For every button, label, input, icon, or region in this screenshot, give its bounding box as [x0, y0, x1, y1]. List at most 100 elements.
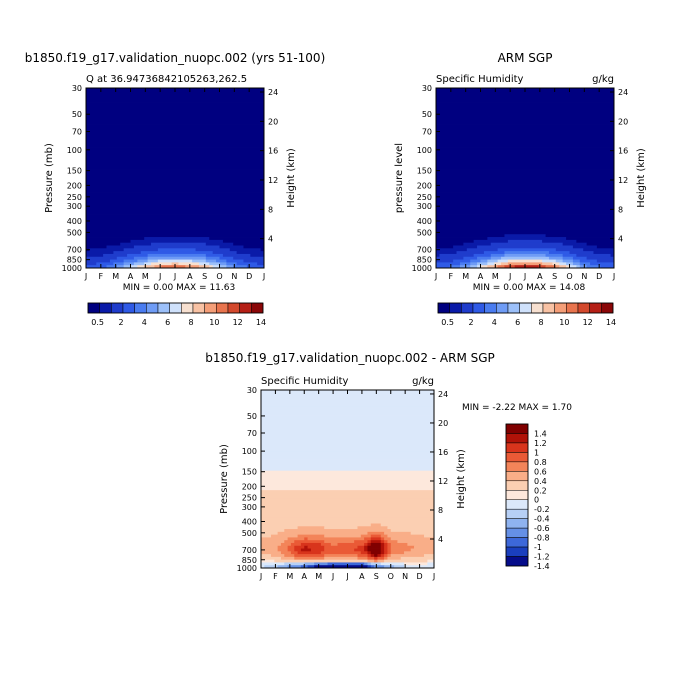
y-tick-label: 100: [67, 146, 82, 155]
contour-cell: [130, 239, 224, 244]
contour-cell: [209, 262, 220, 266]
y2-tick-label: 24: [618, 88, 628, 97]
y-axis-label: pressure level: [394, 143, 405, 213]
contour-cell: [566, 262, 574, 266]
y-tick-label: 200: [67, 181, 82, 190]
contour-cell: [307, 565, 315, 569]
contour-cell: [123, 265, 131, 269]
contour-cell: [246, 265, 265, 269]
contour-cell: [380, 537, 385, 541]
contour-cell: [436, 93, 615, 97]
contour-cell: [127, 253, 149, 258]
colorbar-label: -1.2: [534, 553, 550, 562]
contour-cell: [436, 141, 615, 145]
y-tick-label: 700: [242, 546, 257, 555]
contour-cell: [123, 248, 159, 252]
contour-cell: [596, 245, 615, 249]
min-max-text: MIN = 0.00 MAX = 11.63: [123, 283, 235, 293]
colorbar-swatch: [505, 537, 529, 548]
contour-cell: [178, 262, 200, 266]
contour-cell: [569, 265, 577, 269]
contour-cell: [116, 256, 135, 260]
contour-cell: [280, 556, 295, 561]
contour-cell: [572, 245, 598, 249]
contour-cell: [261, 462, 435, 466]
contour-cell: [290, 551, 298, 555]
contour-cell: [380, 540, 385, 544]
contour-cell: [261, 515, 435, 519]
colorbar-swatch: [505, 546, 529, 557]
colorbar-swatch: [505, 490, 529, 500]
contour-cell: [261, 451, 435, 455]
contour-cell: [86, 158, 265, 162]
contour-cell: [436, 194, 615, 199]
contour-cell: [367, 531, 385, 536]
contour-cell: [572, 256, 588, 260]
contour-cell: [86, 192, 265, 196]
contour-cell: [86, 133, 265, 137]
colorbar-swatch: [192, 302, 205, 314]
y-tick-label: 30: [72, 84, 82, 93]
colorbar-swatch: [216, 302, 229, 314]
colorbar-swatch: [496, 302, 509, 314]
contour-cell: [261, 412, 435, 416]
contour-cell: [387, 534, 425, 538]
contour-cell: [86, 141, 265, 145]
colorbar-label: 4: [142, 318, 147, 327]
contour-cell: [86, 200, 265, 204]
contour-cell: [370, 565, 375, 569]
contour-cell: [287, 545, 295, 549]
contour-cell: [487, 262, 495, 266]
contour-cell: [103, 253, 128, 258]
contour-cell: [144, 265, 155, 269]
min-max-text: MIN = -2.22 MAX = 1.70: [462, 403, 572, 413]
contour-cell: [327, 562, 365, 566]
contour-cell: [387, 545, 392, 549]
contour-cell: [586, 256, 615, 260]
contour-cell: [261, 526, 298, 530]
colorbar-frame-0: [87, 302, 264, 314]
contour-cell: [436, 217, 615, 221]
contour-cell: [367, 551, 372, 555]
contour-cell: [86, 144, 265, 148]
contour-cell: [370, 551, 382, 555]
contour-cell: [233, 242, 265, 246]
contour-cell: [144, 237, 210, 241]
contour-cell: [192, 259, 207, 263]
y-tick-label: 500: [67, 228, 82, 237]
contour-cell: [133, 245, 220, 249]
contour-cell: [501, 262, 509, 266]
contour-cell: [261, 395, 435, 399]
contour-cell: [219, 262, 227, 266]
colorbar-swatch: [227, 302, 240, 314]
contour-cell: [579, 262, 591, 266]
x-tick-label: O: [216, 272, 222, 281]
contour-cell: [390, 542, 408, 547]
y-tick-label: 300: [67, 202, 82, 211]
y-tick-label: 150: [242, 468, 257, 477]
x-tick-label: M: [142, 272, 149, 281]
y2-axis-label: Height (km): [456, 449, 467, 509]
contour-cell: [384, 540, 388, 544]
x-tick-label: F: [449, 272, 454, 281]
contour-cell: [364, 537, 372, 541]
x-tick-label: D: [246, 272, 252, 281]
contour-cell: [161, 265, 186, 269]
contour-cell: [290, 542, 302, 547]
colorbar-label: 8: [188, 318, 193, 327]
contour-cell: [436, 248, 468, 252]
contour-cell: [370, 523, 382, 527]
colorbar-label: -1.4: [534, 562, 550, 571]
contour-cell: [427, 559, 435, 563]
contour-cell: [436, 144, 615, 148]
contour-cell: [596, 259, 615, 263]
colorbar-swatch: [505, 433, 529, 444]
chart-title: b1850.f19_g17.validation_nuopc.002 (yrs …: [25, 51, 326, 65]
contour-cell: [284, 529, 392, 533]
colorbar-label: 2: [118, 318, 123, 327]
contour-cell: [86, 231, 265, 235]
contour-cell: [261, 540, 285, 544]
contour-cell: [436, 138, 615, 142]
colorbar-frame-2: [505, 423, 529, 567]
contour-cell: [387, 542, 392, 547]
